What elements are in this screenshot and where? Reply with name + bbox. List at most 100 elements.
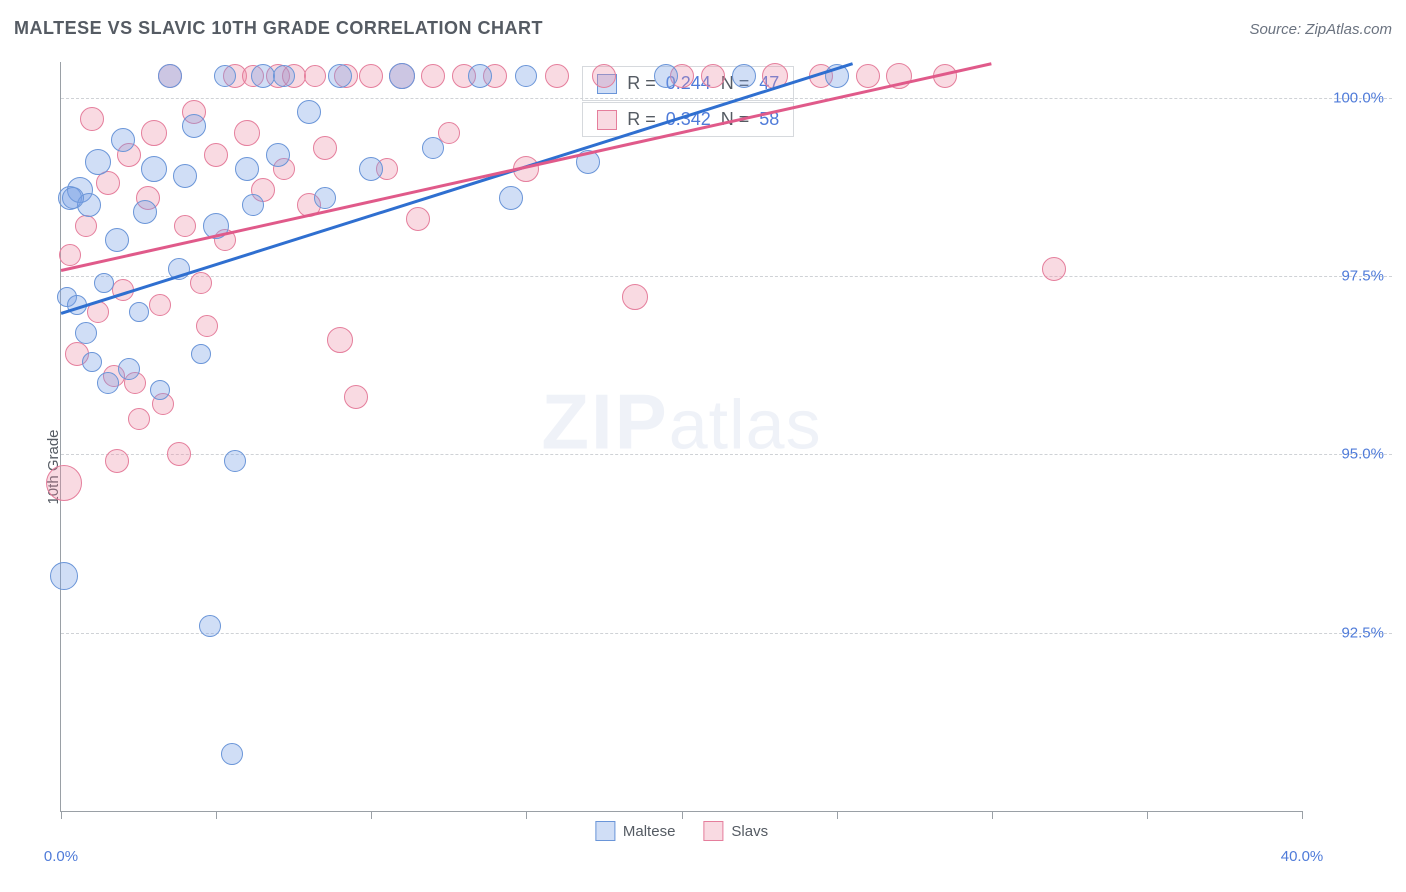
scatter-point-slavs — [234, 120, 260, 146]
scatter-point-maltese — [97, 372, 119, 394]
scatter-point-slavs — [75, 215, 97, 237]
scatter-point-maltese — [242, 194, 264, 216]
scatter-point-maltese — [251, 64, 275, 88]
scatter-point-slavs — [149, 294, 171, 316]
scatter-point-slavs — [80, 107, 104, 131]
scatter-point-maltese — [297, 100, 321, 124]
y-tick-label: 92.5% — [1341, 624, 1384, 641]
x-tick — [1302, 811, 1303, 819]
legend-item-1: Maltese — [595, 821, 676, 841]
scatter-point-slavs — [167, 442, 191, 466]
scatter-point-maltese — [111, 128, 135, 152]
gridline — [61, 276, 1392, 277]
y-tick-label: 95.0% — [1341, 446, 1384, 463]
x-tick — [837, 811, 838, 819]
x-tick — [216, 811, 217, 819]
scatter-point-maltese — [422, 137, 444, 159]
scatter-point-maltese — [62, 187, 84, 209]
scatter-point-maltese — [182, 114, 206, 138]
scatter-point-slavs — [421, 64, 445, 88]
r-label: R = — [627, 73, 656, 94]
legend-label: Slavs — [731, 823, 768, 840]
scatter-point-slavs — [701, 64, 725, 88]
x-tick — [682, 811, 683, 819]
chart-title: MALTESE VS SLAVIC 10TH GRADE CORRELATION… — [14, 18, 543, 39]
scatter-point-maltese — [82, 352, 102, 372]
scatter-point-slavs — [592, 64, 616, 88]
chart-header: MALTESE VS SLAVIC 10TH GRADE CORRELATION… — [14, 18, 1392, 39]
gridline — [61, 454, 1392, 455]
watermark-rest: atlas — [669, 385, 822, 463]
scatter-point-maltese — [224, 450, 246, 472]
scatter-point-slavs — [174, 215, 196, 237]
x-tick — [992, 811, 993, 819]
legend-label: Maltese — [623, 823, 676, 840]
x-tick — [371, 811, 372, 819]
scatter-point-slavs — [327, 327, 353, 353]
scatter-point-maltese — [235, 157, 259, 181]
scatter-point-maltese — [133, 200, 157, 224]
scatter-point-slavs — [622, 284, 648, 310]
x-tick — [526, 811, 527, 819]
scatter-point-slavs — [1042, 257, 1066, 281]
scatter-point-maltese — [732, 64, 756, 88]
scatter-point-maltese — [199, 615, 221, 637]
scatter-point-maltese — [150, 380, 170, 400]
scatter-point-maltese — [314, 187, 336, 209]
scatter-point-maltese — [221, 743, 243, 765]
scatter-point-slavs — [96, 171, 120, 195]
x-tick-label: 40.0% — [1281, 848, 1324, 865]
scatter-point-maltese — [129, 302, 149, 322]
swatch-icon — [703, 821, 723, 841]
scatter-point-slavs — [105, 449, 129, 473]
scatter-point-maltese — [654, 64, 678, 88]
scatter-point-maltese — [273, 65, 295, 87]
x-tick-label: 0.0% — [44, 848, 78, 865]
x-tick — [1147, 811, 1148, 819]
scatter-point-maltese — [389, 63, 415, 89]
scatter-point-slavs — [196, 315, 218, 337]
scatter-point-maltese — [158, 64, 182, 88]
scatter-point-slavs — [344, 385, 368, 409]
scatter-point-slavs — [856, 64, 880, 88]
x-tick — [61, 811, 62, 819]
scatter-point-maltese — [191, 344, 211, 364]
scatter-point-slavs — [313, 136, 337, 160]
scatter-point-maltese — [141, 156, 167, 182]
swatch-icon — [597, 110, 617, 130]
scatter-point-slavs — [59, 244, 81, 266]
chart-source: Source: ZipAtlas.com — [1249, 21, 1392, 38]
legend: Maltese Slavs — [595, 821, 768, 841]
y-tick-label: 100.0% — [1333, 89, 1384, 106]
scatter-point-maltese — [468, 64, 492, 88]
scatter-point-maltese — [359, 157, 383, 181]
trendline — [61, 62, 992, 271]
swatch-icon — [595, 821, 615, 841]
scatter-point-maltese — [50, 562, 78, 590]
plot-area: ZIPatlas R = 0.244 N = 47 R = 0.342 N = … — [60, 62, 1302, 812]
scatter-point-maltese — [118, 358, 140, 380]
scatter-point-maltese — [173, 164, 197, 188]
scatter-point-maltese — [499, 186, 523, 210]
scatter-point-slavs — [128, 408, 150, 430]
y-tick-label: 97.5% — [1341, 268, 1384, 285]
scatter-point-maltese — [515, 65, 537, 87]
scatter-point-maltese — [85, 149, 111, 175]
watermark-bold: ZIP — [541, 377, 668, 465]
scatter-point-slavs — [545, 64, 569, 88]
gridline — [61, 98, 1392, 99]
scatter-point-maltese — [94, 273, 114, 293]
gridline — [61, 633, 1392, 634]
scatter-point-slavs — [46, 465, 82, 501]
scatter-point-slavs — [304, 65, 326, 87]
chart-area: 10th Grade ZIPatlas R = 0.244 N = 47 R =… — [14, 56, 1392, 878]
scatter-point-maltese — [214, 65, 236, 87]
legend-item-2: Slavs — [703, 821, 768, 841]
scatter-point-maltese — [266, 143, 290, 167]
scatter-point-maltese — [75, 322, 97, 344]
scatter-point-slavs — [190, 272, 212, 294]
scatter-point-maltese — [105, 228, 129, 252]
scatter-point-slavs — [141, 120, 167, 146]
scatter-point-slavs — [359, 64, 383, 88]
scatter-point-slavs — [204, 143, 228, 167]
